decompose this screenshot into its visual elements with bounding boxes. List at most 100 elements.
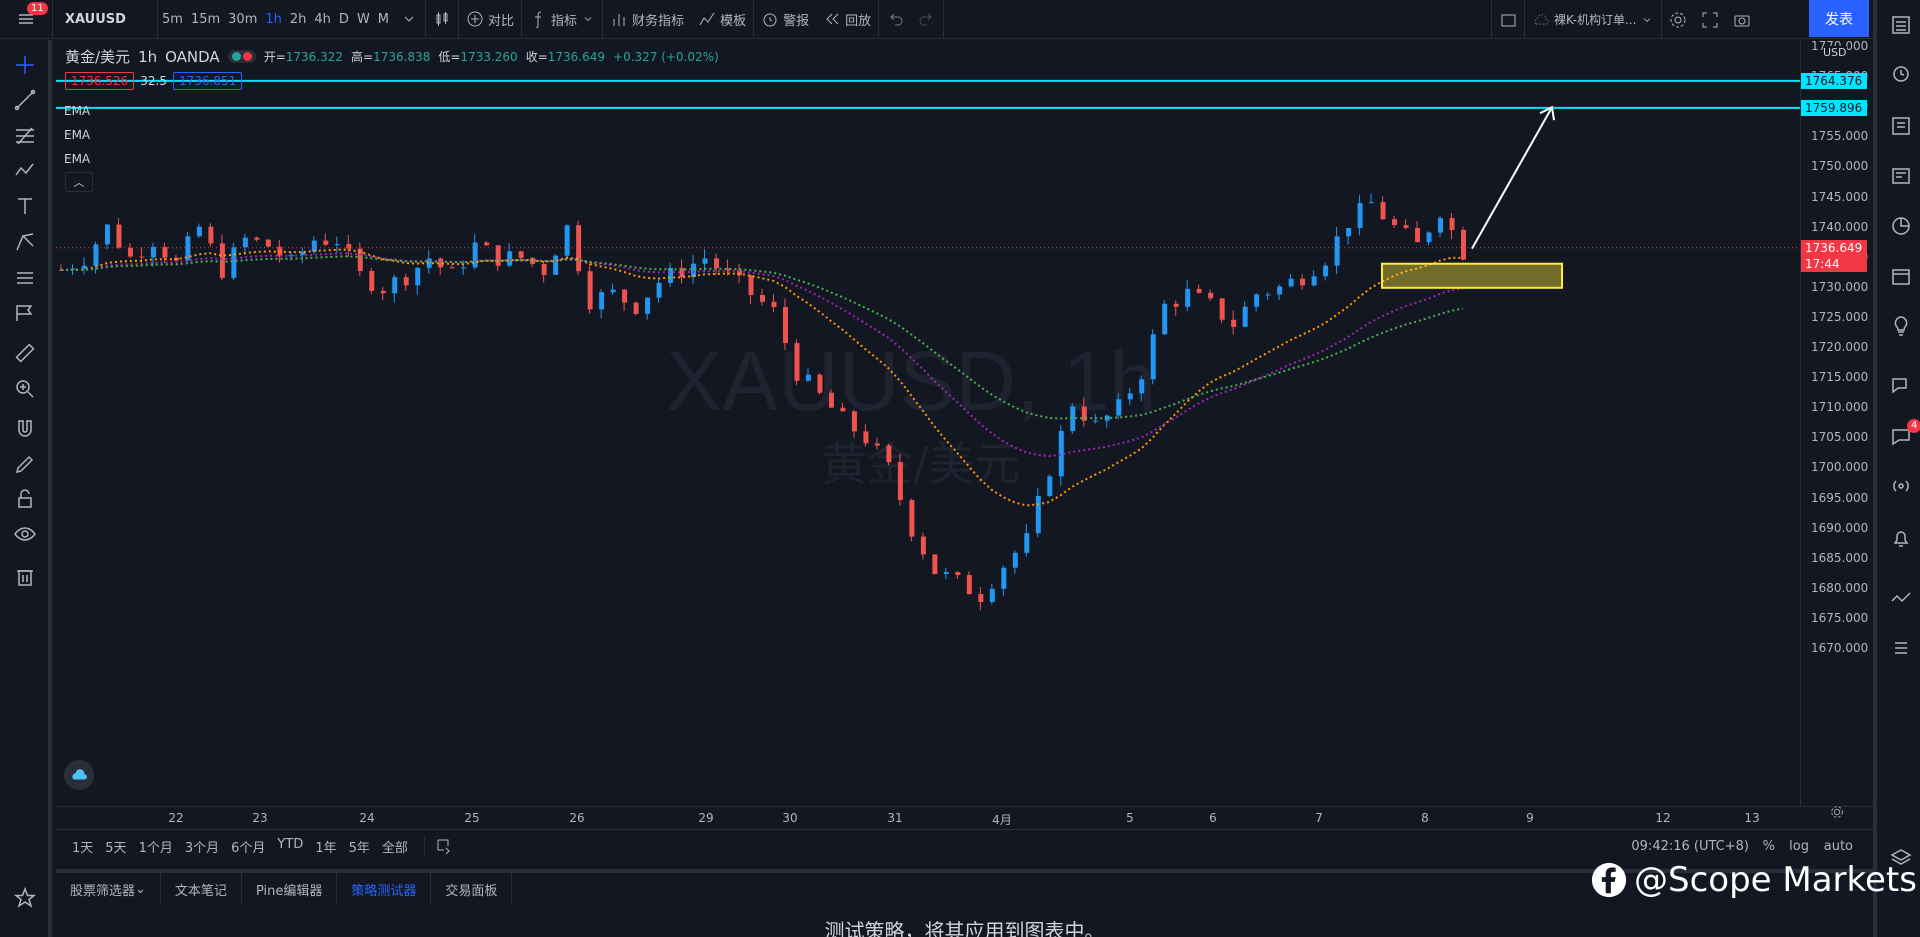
chevron-down-icon bbox=[404, 16, 414, 22]
range-button[interactable]: 5天 bbox=[105, 841, 127, 856]
streams-button[interactable] bbox=[1888, 473, 1914, 499]
private-chats-button[interactable] bbox=[1888, 423, 1914, 449]
crosshair-tool[interactable] bbox=[12, 52, 38, 78]
price-axis[interactable]: 1770.0001765.0001760.0001755.0001750.000… bbox=[1800, 39, 1873, 806]
layout-select-button[interactable] bbox=[1492, 0, 1524, 39]
interval-M[interactable]: M bbox=[377, 11, 390, 27]
publish-button[interactable]: 发表 bbox=[1809, 0, 1869, 37]
range-button[interactable]: 3个月 bbox=[184, 841, 220, 856]
main-menu-button[interactable]: 11 bbox=[0, 0, 52, 39]
go-to-date-button[interactable] bbox=[435, 836, 453, 858]
trading-panel-button[interactable] bbox=[1888, 585, 1914, 611]
price-chart-canvas[interactable]: XAUUSD, 1h 黄金/美元 bbox=[56, 40, 1800, 806]
range-button[interactable]: 1年 bbox=[315, 841, 337, 856]
lock-tool[interactable] bbox=[12, 486, 38, 512]
newspaper-icon bbox=[1892, 168, 1910, 184]
bottom-tab[interactable]: Pine编辑器 bbox=[242, 873, 338, 905]
right-toolbar-group: 裸K-机构订单... bbox=[1491, 0, 1758, 39]
delete-drawings-button[interactable] bbox=[12, 564, 38, 590]
measure-tool[interactable] bbox=[12, 265, 38, 291]
auto-toggle[interactable]: auto bbox=[1823, 839, 1853, 854]
hotlists-button[interactable] bbox=[1888, 213, 1914, 239]
interval-D[interactable]: D bbox=[338, 11, 349, 27]
range-button[interactable]: 6个月 bbox=[231, 841, 266, 856]
range-button[interactable]: YTD bbox=[277, 837, 304, 852]
watchlist-button[interactable] bbox=[1888, 12, 1914, 38]
clock[interactable]: 09:42:16 (UTC+8) bbox=[1631, 839, 1749, 854]
saved-layout-button[interactable]: 裸K-机构订单... bbox=[1525, 0, 1661, 39]
candle-body bbox=[1346, 227, 1352, 237]
ema-legend-2[interactable]: EMA bbox=[64, 128, 91, 142]
interval-15m[interactable]: 15m bbox=[190, 11, 221, 27]
indicators-button[interactable]: 指标 bbox=[522, 0, 602, 39]
interval-4h[interactable]: 4h bbox=[314, 11, 331, 27]
dom-button[interactable] bbox=[1888, 635, 1914, 661]
alerts-button[interactable] bbox=[1888, 60, 1914, 86]
calendar-button[interactable] bbox=[1888, 263, 1914, 289]
undo-button[interactable] bbox=[879, 0, 911, 39]
bottom-tab[interactable]: 策略测试器 bbox=[337, 873, 432, 905]
notifications-button[interactable] bbox=[1888, 525, 1914, 551]
ideas-button[interactable] bbox=[1888, 313, 1914, 339]
chart-pane[interactable]: XAUUSD, 1h 黄金/美元 bbox=[56, 40, 1873, 848]
replay-button[interactable]: 回放 bbox=[816, 0, 878, 39]
interval-2h[interactable]: 2h bbox=[289, 11, 307, 27]
compare-button[interactable]: 对比 bbox=[459, 0, 521, 39]
candle-body bbox=[748, 275, 754, 295]
chart-type-button[interactable] bbox=[426, 0, 458, 39]
pattern-tool[interactable] bbox=[12, 158, 38, 184]
snapshot-button[interactable] bbox=[1726, 0, 1758, 39]
fullscreen-button[interactable] bbox=[1694, 0, 1726, 39]
ema-legend-1[interactable]: EMA bbox=[64, 104, 91, 118]
fib-tool[interactable] bbox=[12, 123, 38, 149]
divider bbox=[602, 0, 604, 39]
forecast-tool[interactable] bbox=[12, 229, 38, 255]
data-window-button[interactable] bbox=[1888, 113, 1914, 139]
stay-drawing-tool[interactable] bbox=[12, 451, 38, 477]
chats-button[interactable] bbox=[1888, 373, 1914, 399]
ruler-tool[interactable] bbox=[12, 340, 38, 366]
favorites-button[interactable] bbox=[12, 885, 38, 911]
settings-button[interactable] bbox=[1662, 0, 1694, 39]
redo-button[interactable] bbox=[911, 0, 943, 39]
bottom-tab[interactable]: 股票筛选器 ⌄ bbox=[56, 873, 161, 905]
range-button[interactable]: 5年 bbox=[348, 841, 370, 856]
interval-5m[interactable]: 5m bbox=[162, 11, 183, 27]
magnet-icon bbox=[18, 420, 32, 437]
range-button[interactable]: 1天 bbox=[72, 841, 94, 856]
visibility-tool[interactable] bbox=[12, 521, 38, 547]
symbol-search-button[interactable]: XAUUSD bbox=[65, 11, 126, 27]
range-button[interactable]: 全部 bbox=[381, 841, 408, 856]
interval-W[interactable]: W bbox=[356, 11, 370, 27]
candle-body bbox=[1150, 334, 1156, 380]
icons-tool[interactable] bbox=[12, 300, 38, 326]
percent-toggle[interactable]: % bbox=[1762, 839, 1775, 854]
ema-legend-3[interactable]: EMA bbox=[64, 152, 91, 166]
buy-button[interactable]: 1736.851 bbox=[172, 72, 243, 90]
interval-30m[interactable]: 30m bbox=[228, 11, 258, 27]
collapse-legend-button[interactable]: ︿ bbox=[65, 172, 93, 192]
alert-button[interactable]: 警报 bbox=[754, 0, 816, 39]
bottom-tab[interactable]: 交易面板 bbox=[431, 873, 513, 905]
magnet-tool[interactable] bbox=[12, 416, 38, 442]
cloud-save-button[interactable] bbox=[64, 760, 94, 790]
interval-dropdown-button[interactable] bbox=[393, 0, 425, 39]
sell-button[interactable]: 1736.526 bbox=[65, 72, 135, 90]
axis-settings-button[interactable] bbox=[1829, 804, 1845, 824]
news-button[interactable] bbox=[1888, 163, 1914, 189]
zoom-tool[interactable] bbox=[12, 376, 38, 402]
time-axis[interactable]: 22 23 24 25 26 29 30 31 4月 5 6 7 8 9 12 13 bbox=[56, 806, 1873, 828]
text-tool[interactable] bbox=[12, 193, 38, 219]
financials-button[interactable]: 财务指标 bbox=[603, 0, 691, 39]
trend-line-tool[interactable] bbox=[12, 87, 38, 113]
candle-body bbox=[438, 258, 444, 268]
templates-button[interactable]: 模板 bbox=[691, 0, 753, 39]
help-button[interactable] bbox=[1888, 845, 1914, 871]
range-button[interactable]: 1个月 bbox=[138, 841, 173, 856]
market-status-indicator[interactable] bbox=[227, 50, 256, 63]
log-toggle[interactable]: log bbox=[1789, 839, 1809, 854]
currency-label[interactable]: USD bbox=[1823, 46, 1847, 59]
interval-1h[interactable]: 1h bbox=[265, 11, 282, 27]
symbol-name[interactable]: 黄金/美元 bbox=[65, 48, 131, 66]
bottom-tab[interactable]: 文本笔记 bbox=[161, 873, 242, 905]
